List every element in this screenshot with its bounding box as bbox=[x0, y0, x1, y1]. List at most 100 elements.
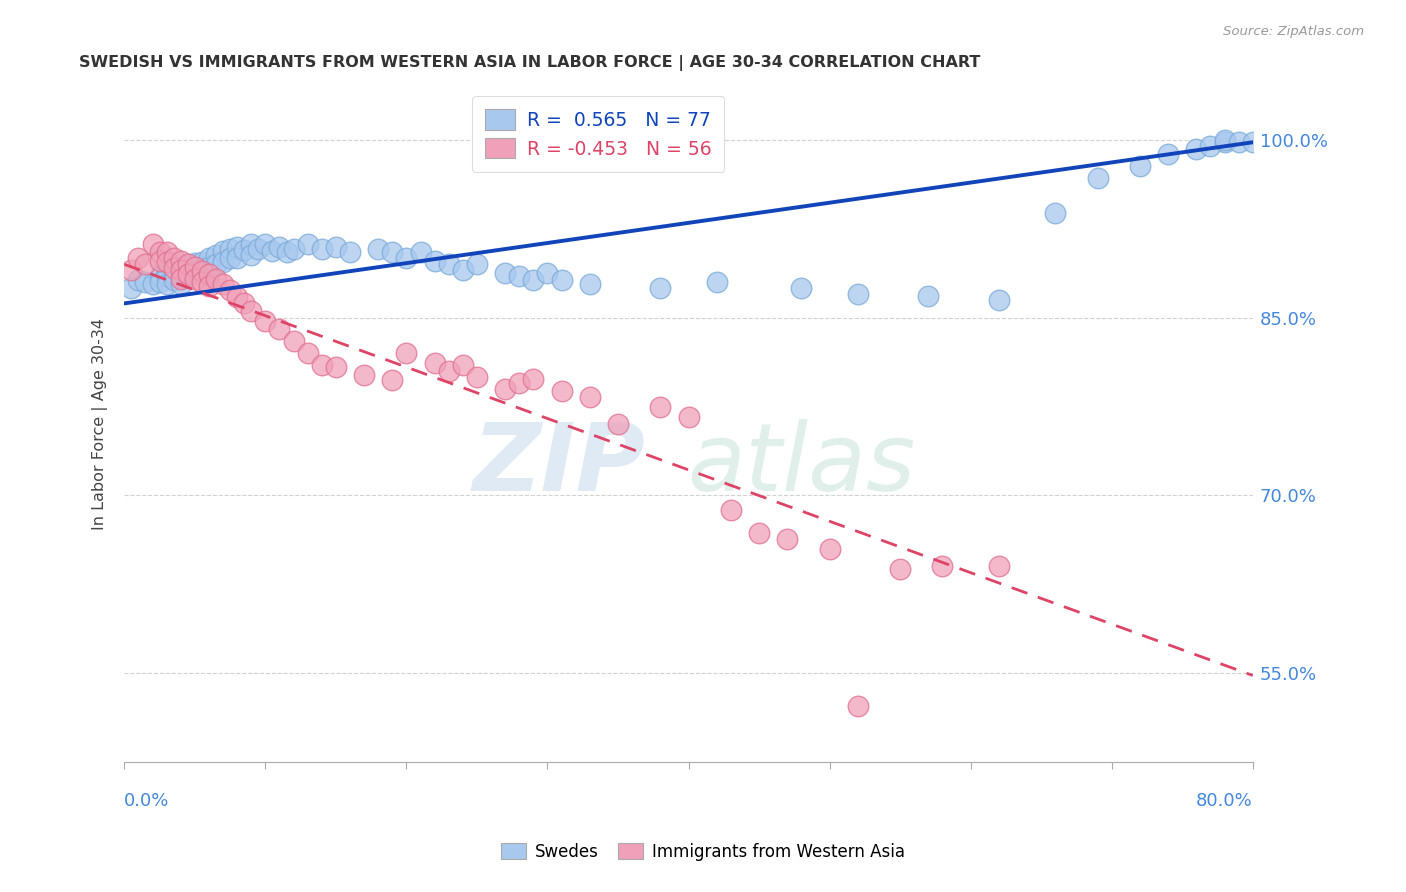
Point bbox=[156, 269, 179, 284]
Point bbox=[536, 266, 558, 280]
Point bbox=[1199, 138, 1222, 153]
Point bbox=[578, 390, 600, 404]
Point bbox=[134, 275, 156, 289]
Point bbox=[465, 370, 488, 384]
Point bbox=[163, 260, 186, 275]
Point bbox=[395, 346, 418, 360]
Point bbox=[134, 257, 156, 271]
Point bbox=[1087, 170, 1109, 185]
Point bbox=[297, 237, 319, 252]
Point bbox=[451, 358, 474, 372]
Point bbox=[283, 334, 305, 349]
Point bbox=[423, 356, 446, 370]
Point bbox=[931, 559, 953, 574]
Point bbox=[184, 260, 207, 274]
Point bbox=[522, 273, 544, 287]
Point bbox=[198, 268, 221, 282]
Point bbox=[141, 277, 163, 292]
Point bbox=[184, 271, 207, 285]
Point bbox=[522, 372, 544, 386]
Point bbox=[367, 242, 389, 256]
Point bbox=[156, 245, 179, 260]
Point bbox=[156, 255, 179, 269]
Text: ZIP: ZIP bbox=[472, 419, 645, 511]
Point bbox=[423, 253, 446, 268]
Point bbox=[170, 277, 193, 292]
Point bbox=[311, 242, 333, 256]
Point bbox=[163, 267, 186, 281]
Point bbox=[127, 252, 149, 266]
Point bbox=[508, 269, 530, 284]
Point bbox=[127, 273, 149, 287]
Point bbox=[283, 242, 305, 256]
Point bbox=[219, 252, 242, 266]
Point bbox=[818, 541, 841, 556]
Point bbox=[311, 358, 333, 372]
Point bbox=[451, 263, 474, 277]
Point bbox=[276, 245, 298, 260]
Point bbox=[148, 245, 170, 260]
Text: Source: ZipAtlas.com: Source: ZipAtlas.com bbox=[1223, 25, 1364, 38]
Point bbox=[219, 242, 242, 256]
Point bbox=[240, 237, 263, 252]
Point bbox=[191, 260, 214, 275]
Point bbox=[170, 263, 193, 277]
Point bbox=[163, 273, 186, 287]
Point bbox=[156, 277, 179, 292]
Point bbox=[650, 400, 672, 414]
Point bbox=[198, 278, 221, 293]
Text: 80.0%: 80.0% bbox=[1197, 791, 1253, 810]
Point bbox=[706, 275, 728, 289]
Point bbox=[212, 277, 235, 292]
Point bbox=[678, 410, 700, 425]
Point bbox=[254, 314, 277, 328]
Point bbox=[191, 269, 214, 284]
Point bbox=[987, 559, 1010, 574]
Point bbox=[141, 237, 163, 252]
Point bbox=[226, 239, 249, 253]
Point bbox=[1241, 136, 1264, 150]
Point bbox=[205, 271, 228, 285]
Point bbox=[846, 287, 869, 301]
Point bbox=[177, 257, 200, 271]
Point bbox=[177, 267, 200, 281]
Point bbox=[170, 266, 193, 280]
Point bbox=[353, 368, 375, 382]
Point bbox=[1213, 136, 1236, 150]
Point bbox=[247, 242, 270, 256]
Point bbox=[508, 376, 530, 390]
Point bbox=[177, 267, 200, 281]
Point bbox=[748, 526, 770, 541]
Point bbox=[240, 248, 263, 262]
Point bbox=[437, 257, 460, 271]
Point bbox=[269, 322, 291, 336]
Point bbox=[1185, 142, 1208, 156]
Point bbox=[148, 253, 170, 268]
Text: SWEDISH VS IMMIGRANTS FROM WESTERN ASIA IN LABOR FORCE | AGE 30-34 CORRELATION C: SWEDISH VS IMMIGRANTS FROM WESTERN ASIA … bbox=[79, 55, 980, 71]
Point bbox=[205, 248, 228, 262]
Point bbox=[550, 384, 572, 398]
Point bbox=[987, 293, 1010, 307]
Point bbox=[1045, 206, 1067, 220]
Point bbox=[494, 382, 516, 396]
Point bbox=[550, 273, 572, 287]
Point bbox=[219, 284, 242, 298]
Point bbox=[720, 502, 742, 516]
Point bbox=[1157, 147, 1180, 161]
Point bbox=[198, 252, 221, 266]
Point bbox=[233, 296, 256, 310]
Point bbox=[395, 252, 418, 266]
Point bbox=[198, 260, 221, 274]
Point bbox=[120, 281, 142, 295]
Point bbox=[917, 289, 939, 303]
Point bbox=[191, 275, 214, 289]
Point bbox=[1213, 133, 1236, 147]
Point bbox=[339, 245, 361, 260]
Point bbox=[494, 266, 516, 280]
Legend: R =  0.565   N = 77, R = -0.453   N = 56: R = 0.565 N = 77, R = -0.453 N = 56 bbox=[472, 96, 724, 171]
Point bbox=[269, 239, 291, 253]
Legend: Swedes, Immigrants from Western Asia: Swedes, Immigrants from Western Asia bbox=[495, 837, 911, 868]
Point bbox=[205, 257, 228, 271]
Point bbox=[465, 257, 488, 271]
Point bbox=[170, 253, 193, 268]
